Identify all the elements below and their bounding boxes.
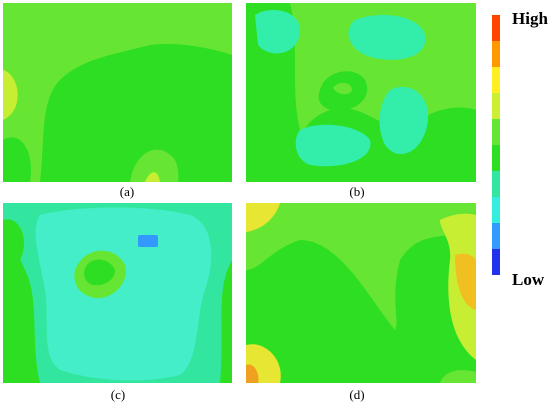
panel-label: (d): [349, 387, 364, 402]
panel-label: (c): [111, 387, 125, 402]
colorbar: [492, 15, 500, 275]
contour-map-d: [246, 203, 476, 383]
legend-low: Low: [512, 270, 545, 289]
contour-map-b: [246, 3, 476, 182]
panel-label: (b): [349, 184, 364, 199]
panel-label: (a): [120, 184, 134, 199]
legend-high: High: [512, 9, 548, 28]
contour-map-a: [3, 3, 232, 182]
contour-map-c: [3, 203, 232, 383]
